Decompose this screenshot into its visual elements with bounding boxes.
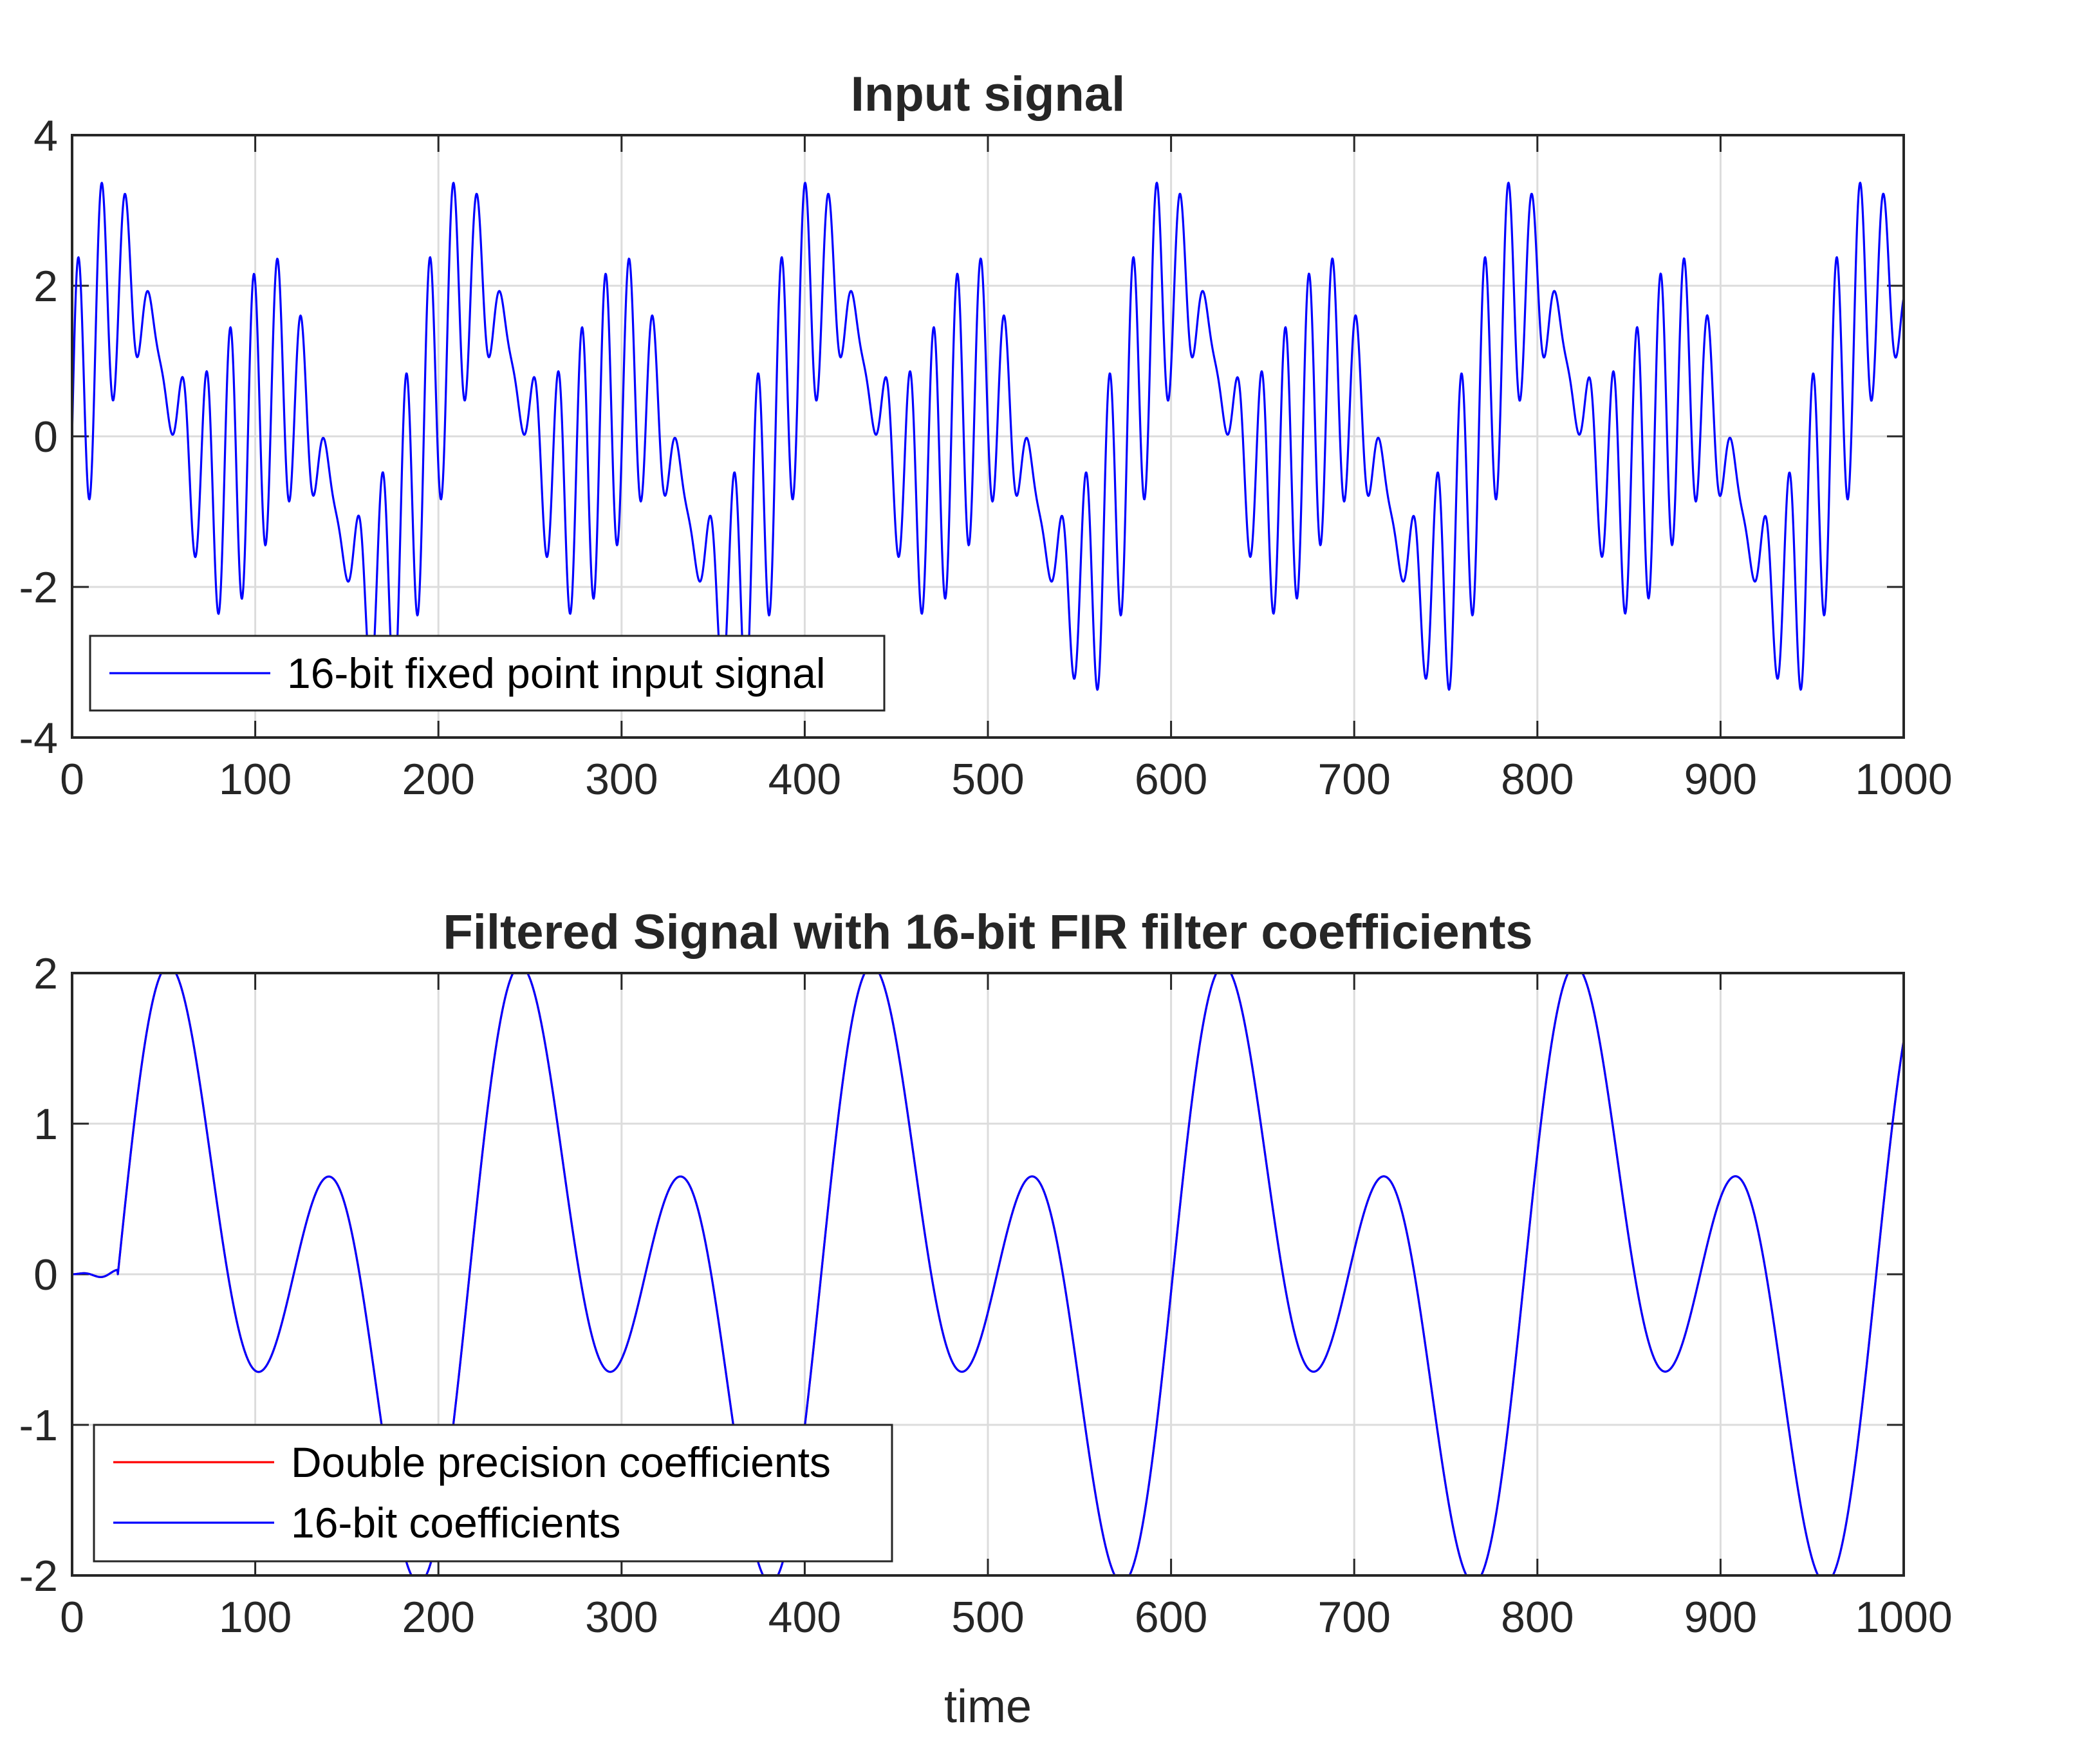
y-tick-label: -2	[19, 1552, 58, 1601]
x-tick-label: 500	[951, 1593, 1024, 1642]
x-tick-label: 100	[219, 1593, 292, 1642]
legend-entry-label: Double precision coefficients	[291, 1438, 831, 1486]
filtered-signal-legend: Double precision coefficients 16-bit coef…	[93, 1424, 893, 1563]
x-tick-label: 1000	[1855, 755, 1952, 804]
x-tick-label: 600	[1135, 1593, 1207, 1642]
y-tick-label: -2	[19, 563, 58, 612]
x-tick-label: 300	[585, 755, 658, 804]
series-line	[72, 181, 1904, 691]
y-tick-label: -1	[19, 1401, 58, 1450]
input-signal-axes-frame	[71, 134, 1905, 739]
y-tick-label: 0	[33, 1250, 58, 1299]
x-tick-label: 200	[402, 1593, 474, 1642]
legend-entry-label: 16-bit fixed point input signal	[287, 649, 826, 697]
input-signal-panel: Input signal 0 100 200 300 400 500 600 700 800 90…	[19, 67, 1953, 804]
filtered-signal-ticks: 0 100 200 300 400 500 600 700 800 900 1000 -2 -1 0 1 2	[19, 949, 1953, 1642]
y-tick-label: 0	[33, 413, 58, 461]
input-signal-lines	[72, 181, 1904, 691]
filtered-signal-lines	[72, 973, 1904, 1575]
series-line	[72, 973, 1904, 1575]
x-tick-label: 900	[1684, 755, 1757, 804]
y-tick-label: 2	[33, 262, 58, 311]
legend-entry-label: 16-bit coefficients	[291, 1499, 620, 1546]
x-tick-label: 500	[951, 755, 1024, 804]
legend-box	[93, 1424, 893, 1563]
x-tick-label: 700	[1317, 755, 1390, 804]
filtered-signal-grid	[72, 973, 1904, 1575]
x-tick-label: 800	[1501, 755, 1574, 804]
x-tick-label: 300	[585, 1593, 658, 1642]
x-axis-label: time	[944, 1681, 1032, 1732]
x-tick-label: 600	[1135, 755, 1207, 804]
x-tick-label: 0	[60, 1593, 84, 1642]
filtered-signal-panel: Filtered Signal with 16-bit FIR filter c…	[19, 905, 1953, 1732]
x-tick-label: 900	[1684, 1593, 1757, 1642]
y-tick-label: 4	[33, 111, 58, 160]
input-signal-ticks: 0 100 200 300 400 500 600 700 800 900 1000 -4 -2 0 2 4	[19, 111, 1953, 804]
x-tick-label: 200	[402, 755, 474, 804]
y-tick-label: 2	[33, 949, 58, 998]
x-tick-label: 800	[1501, 1593, 1574, 1642]
filtered-signal-title: Filtered Signal with 16-bit FIR filter c…	[443, 905, 1532, 960]
input-signal-legend: 16-bit fixed point input signal	[89, 635, 886, 712]
input-signal-title: Input signal	[851, 67, 1125, 122]
x-tick-label: 400	[768, 1593, 841, 1642]
x-tick-label: 400	[768, 755, 841, 804]
x-tick-label: 0	[60, 755, 84, 804]
filtered-signal-axes-frame	[71, 972, 1905, 1577]
x-tick-label: 100	[219, 755, 292, 804]
x-tick-label: 1000	[1855, 1593, 1952, 1642]
y-tick-label: 1	[33, 1100, 58, 1149]
x-tick-label: 700	[1317, 1593, 1390, 1642]
y-tick-label: -4	[19, 714, 58, 763]
